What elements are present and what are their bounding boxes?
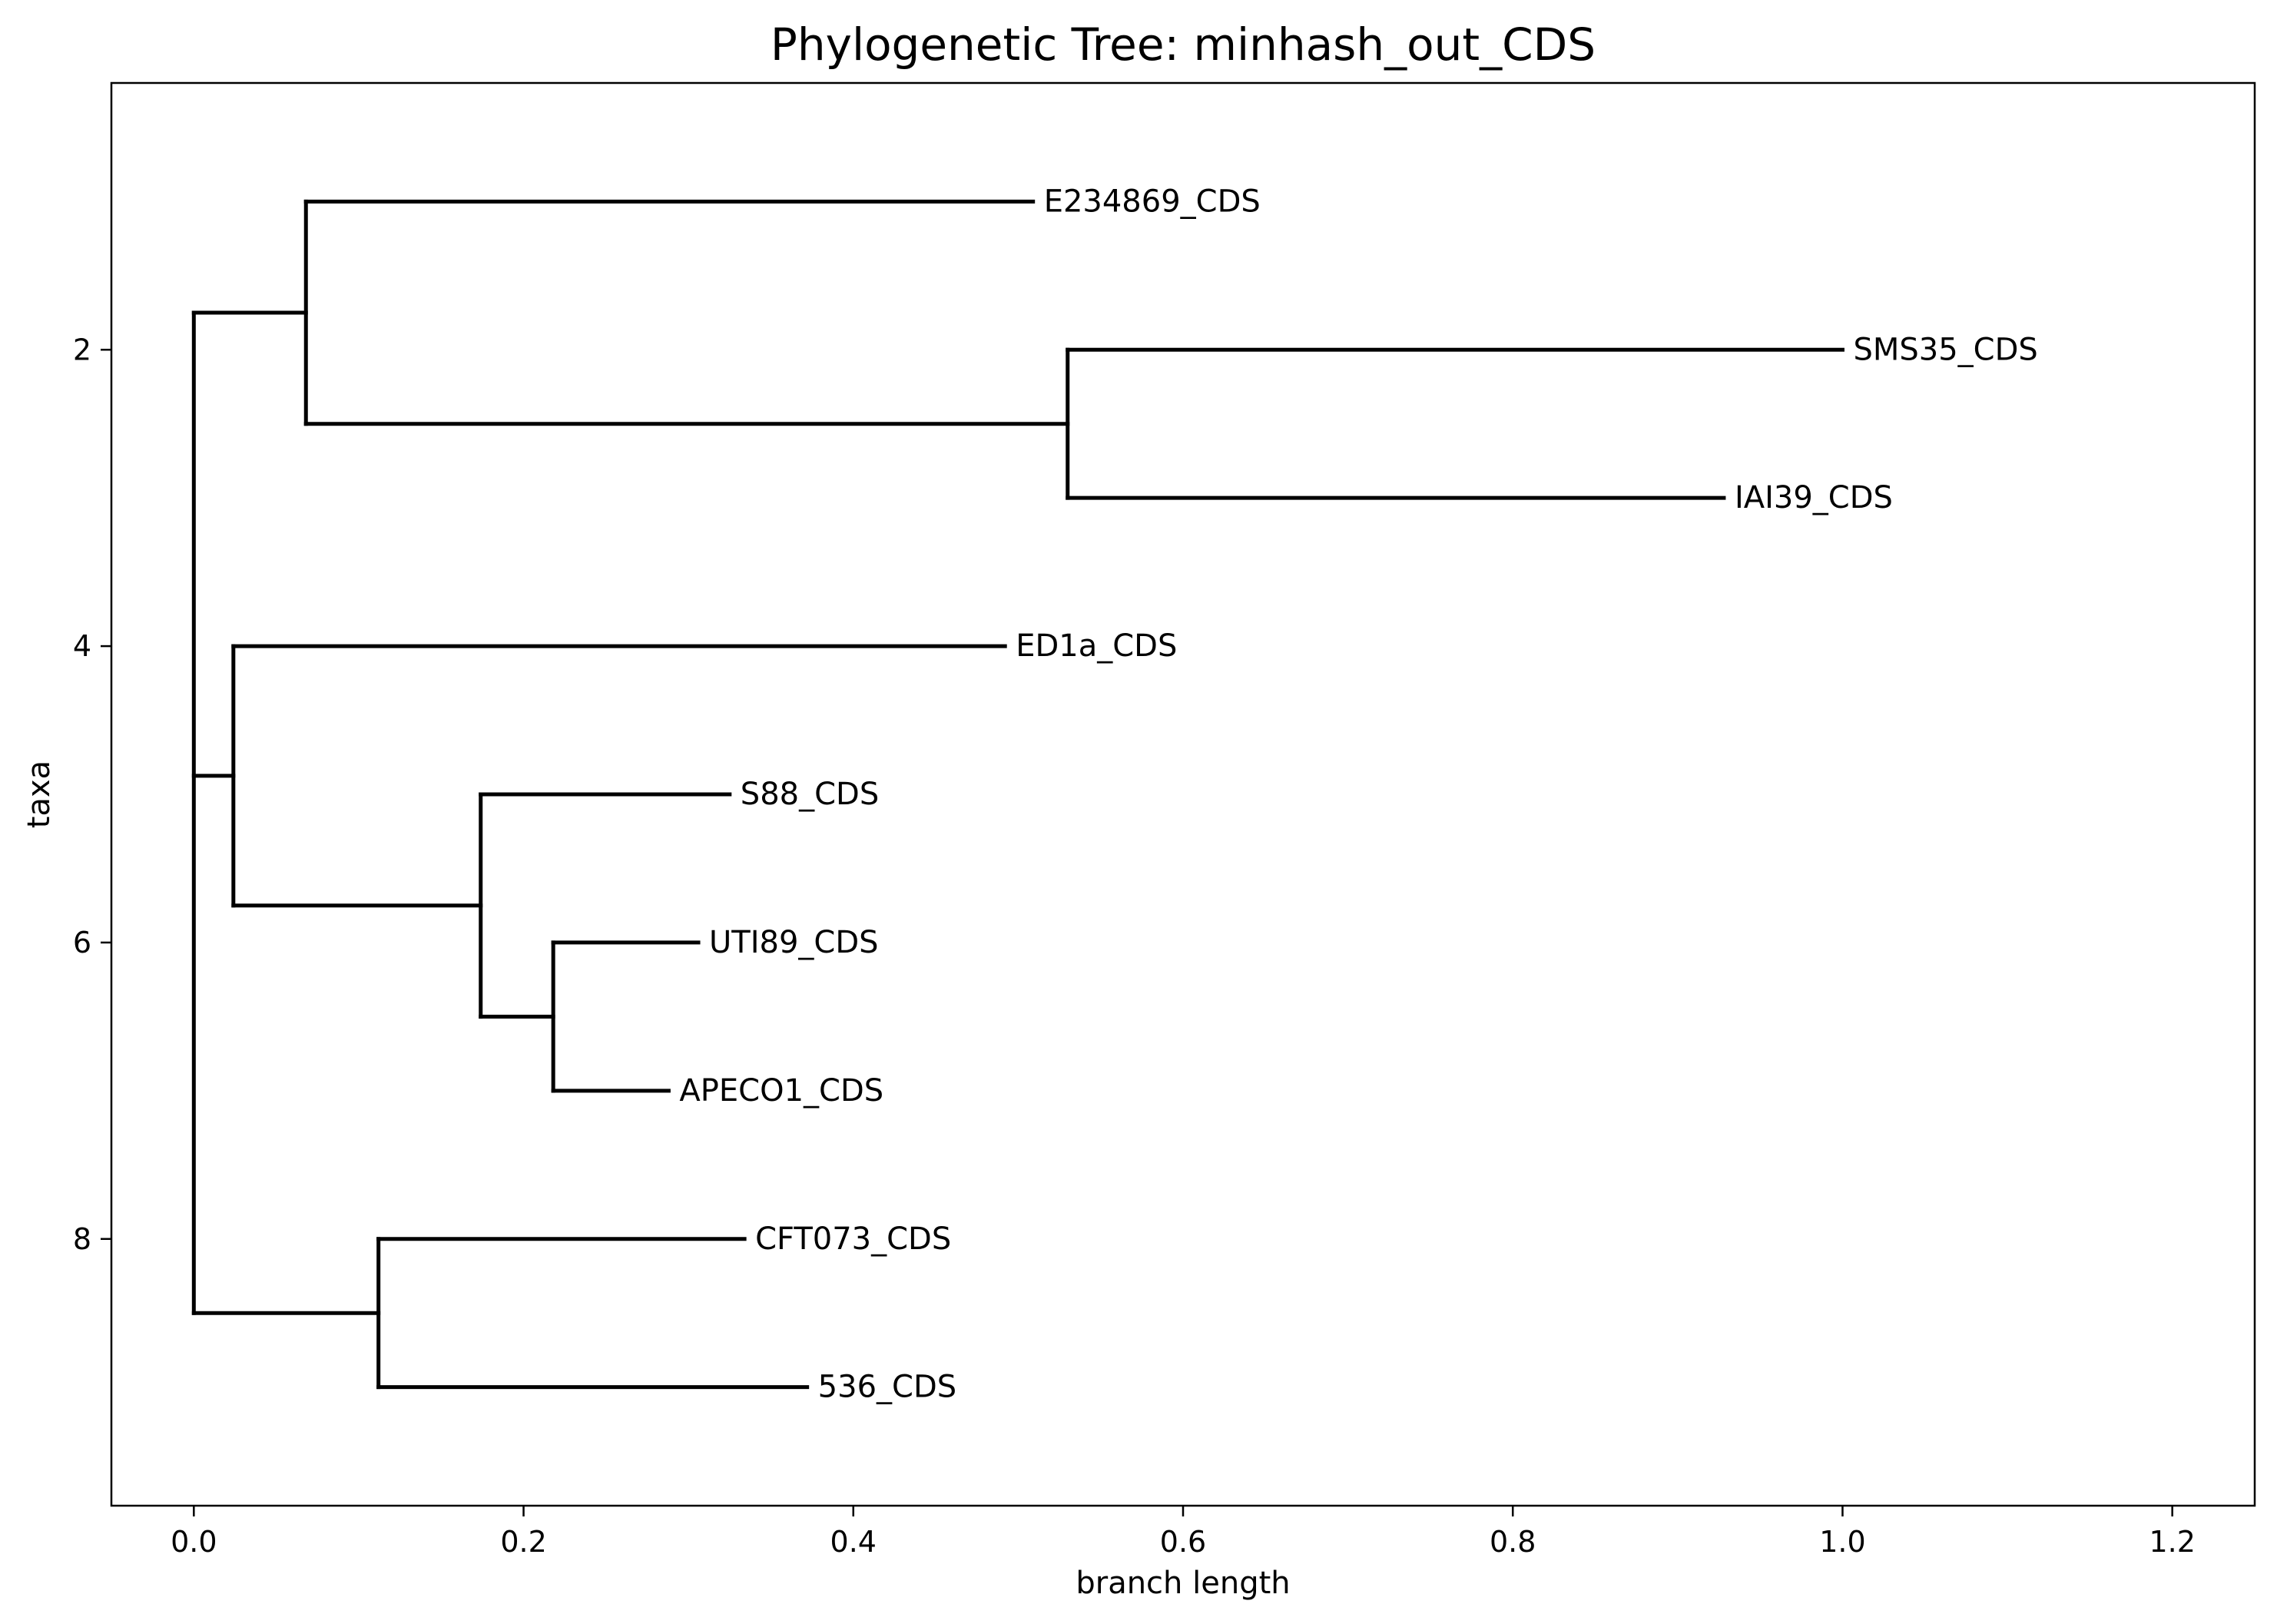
taxon-label: SMS35_CDS (1853, 332, 2037, 367)
x-tick-label: 0.4 (830, 1525, 877, 1559)
x-tick-label: 0.8 (1490, 1525, 1536, 1559)
taxon-labels: E234869_CDS SMS35_CDS IAI39_CDS ED1a_CDS S88… (679, 184, 2037, 1404)
y-axis-label: taxa (22, 761, 57, 828)
y-axis-ticks: 2 4 6 8 (73, 333, 111, 1256)
tree-branches (191, 199, 1844, 1390)
taxon-label: 536_CDS (818, 1370, 956, 1405)
y-tick-label: 4 (73, 629, 91, 663)
x-tick-label: 0.0 (171, 1525, 217, 1559)
x-axis-ticks: 0.0 0.2 0.4 0.6 0.8 1.0 1.2 (171, 1506, 2196, 1559)
taxon-label: ED1a_CDS (1016, 628, 1177, 664)
taxon-label: E234869_CDS (1044, 184, 1261, 219)
chart-title: Phylogenetic Tree: minhash_out_CDS (771, 18, 1596, 71)
x-tick-label: 0.2 (500, 1525, 546, 1559)
taxon-label: S88_CDS (741, 777, 879, 812)
x-tick-label: 0.6 (1160, 1525, 1206, 1559)
y-tick-label: 8 (73, 1222, 91, 1256)
taxon-label: UTI89_CDS (709, 925, 879, 960)
taxon-label: IAI39_CDS (1735, 480, 1893, 515)
x-axis-label: branch length (1076, 1566, 1290, 1601)
taxon-label: APECO1_CDS (679, 1073, 883, 1109)
x-tick-label: 1.0 (1819, 1525, 1865, 1559)
y-tick-label: 6 (73, 926, 91, 959)
x-tick-label: 1.2 (2149, 1525, 2195, 1559)
taxon-label: CFT073_CDS (755, 1221, 951, 1257)
y-tick-label: 2 (73, 333, 91, 366)
